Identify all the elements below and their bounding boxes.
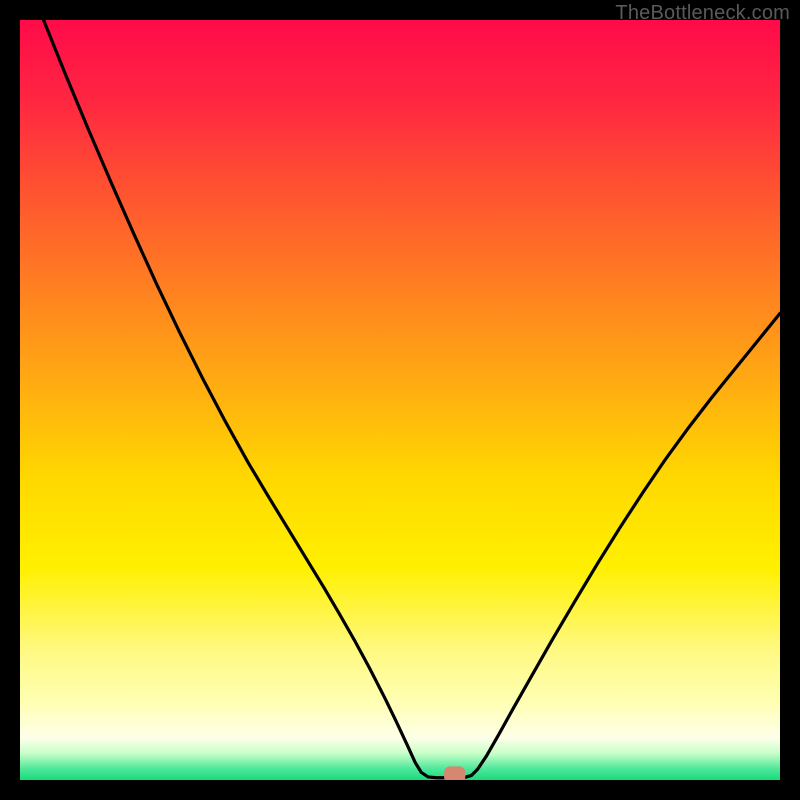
chart-container: TheBottleneck.com (0, 0, 800, 800)
watermark-text: TheBottleneck.com (615, 2, 790, 25)
gradient-background (20, 20, 780, 780)
bottleneck-chart (20, 20, 780, 780)
optimal-marker (444, 766, 465, 780)
